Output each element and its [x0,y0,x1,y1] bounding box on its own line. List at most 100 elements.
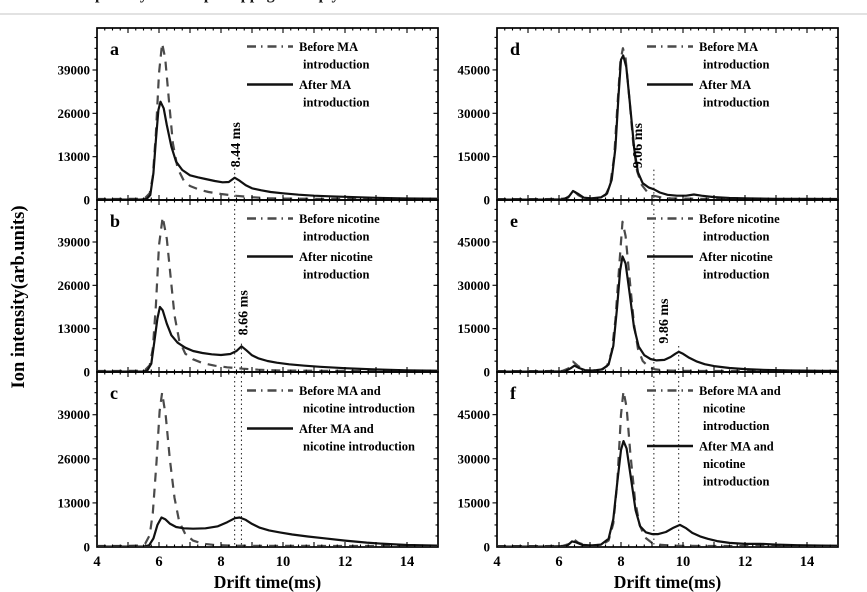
y-tick-label: 39000 [58,63,91,78]
peak-time-annotation: 9.86 ms [657,298,672,344]
legend-label: introduction [703,96,769,110]
y-tick-label: 26000 [58,106,91,121]
y-tick-label: 45000 [458,234,491,249]
legend-label: Before MA and [699,384,781,398]
y-tick-label: 13000 [58,321,91,336]
legend-label: Before MA [299,40,358,54]
legend-label: introduction [303,268,369,282]
axis-ticks [92,28,438,200]
y-tick-label: 30000 [458,278,491,293]
legend-label: nicotine introduction [303,440,415,454]
y-tick-label: 13000 [58,495,91,510]
f-before-curve [498,390,837,546]
y-tick-label: 15000 [458,495,491,510]
y-axis-label: Ion intensity(arb.units) [9,206,29,389]
x-tick-label: 8 [217,554,224,570]
e-before-curve [498,220,837,371]
d-before-curve [498,47,837,199]
y-tick-label: 26000 [58,278,91,293]
legend-label: nicotine [703,457,746,471]
peak-time-annotation: 8.66 ms [237,290,252,336]
peak-time-annotation: 8.44 ms [229,122,244,168]
panel-a-frame [96,27,439,201]
y-tick-label: 45000 [458,407,491,422]
axis-ticks [92,200,438,372]
legend-label: introduction [303,58,369,72]
cropped-caption-text: p y p pp g p y [95,0,795,4]
legend-label: introduction [303,230,369,244]
x-tick-label: 12 [738,554,753,570]
b-after-curve [98,305,437,371]
legend-label: nicotine introduction [303,402,415,416]
panel-letter: b [110,211,120,231]
top-divider [0,13,867,15]
legend-label: Before MA [699,40,758,54]
y-tick-label: 0 [84,193,91,208]
y-tick-label: 0 [84,365,91,380]
legend-label: After MA and [299,422,374,436]
axis-ticks [492,372,838,547]
peak-time-annotation: 9.06 ms [631,123,646,169]
panel-c: 0 13000 26000 39000 4 6 8 10 12 14 Drift time(ms) c… [58,371,439,592]
panel-f: 0 15000 30000 45000 4 6 8 10 12 14 Drift time(ms) f… [458,371,839,592]
x-axis-label: Drift time(ms) [214,572,322,592]
legend-label: introduction [703,230,769,244]
legend-label: Before nicotine [699,212,780,226]
b-before-curve [98,215,437,371]
legend-label: introduction [703,419,769,433]
legend-label: introduction [703,475,769,489]
x-tick-label: 12 [338,554,353,570]
y-tick-label: 39000 [58,235,91,250]
panel-e: 0 15000 30000 45000 e Before nicotine introduc… [458,199,839,380]
legend-label: After MA and [699,440,774,454]
legend-label: introduction [703,58,769,72]
x-tick-label: 10 [276,554,291,570]
y-tick-label: 39000 [58,407,91,422]
y-tick-label: 45000 [458,62,491,77]
panel-letter: d [510,39,520,59]
panel-c-frame [96,371,439,548]
x-tick-label: 14 [800,554,815,570]
c-before-curve [98,391,437,546]
legend-label: introduction [703,268,769,282]
legend-label: After nicotine [299,250,373,264]
x-tick-label: 4 [493,554,500,570]
a-before-curve [98,42,437,199]
panel-letter: a [110,39,119,59]
panel-a: 0 13000 26000 39000 a Before MA introduction Af… [58,27,439,208]
y-tick-label: 15000 [458,321,491,336]
x-axis-label: Drift time(ms) [614,572,722,592]
axis-ticks [492,28,838,200]
y-tick-label: 0 [484,540,491,555]
legend-label: nicotine [703,402,746,416]
panel-e-frame [496,199,839,373]
y-tick-label: 30000 [458,106,491,121]
panel-b-frame [96,199,439,373]
y-tick-label: 13000 [58,149,91,164]
y-tick-label: 0 [484,193,491,208]
x-tick-label: 8 [617,554,624,570]
f-after-curve [498,440,837,546]
panel-letter: e [510,211,518,231]
x-tick-label: 10 [676,554,691,570]
x-tick-label: 6 [155,554,162,570]
panel-d-frame [496,27,839,201]
panel-d: 0 15000 30000 45000 d Before MA introduction Af… [458,27,839,208]
panel-letter: c [110,383,118,403]
y-tick-label: 26000 [58,451,91,466]
legend-label: After nicotine [699,250,773,264]
axis-ticks [92,372,438,547]
c-after-curve [98,516,437,546]
y-tick-label: 0 [484,365,491,380]
y-tick-label: 15000 [458,149,491,164]
x-tick-label: 4 [93,554,100,570]
y-tick-label: 0 [84,540,91,555]
legend-label: After MA [299,78,351,92]
legend-label: introduction [303,96,369,110]
a-after-curve [98,100,437,199]
legend-label: Before nicotine [299,212,380,226]
axis-ticks [492,200,838,372]
e-after-curve [498,255,837,371]
panel-f-frame [496,371,839,548]
